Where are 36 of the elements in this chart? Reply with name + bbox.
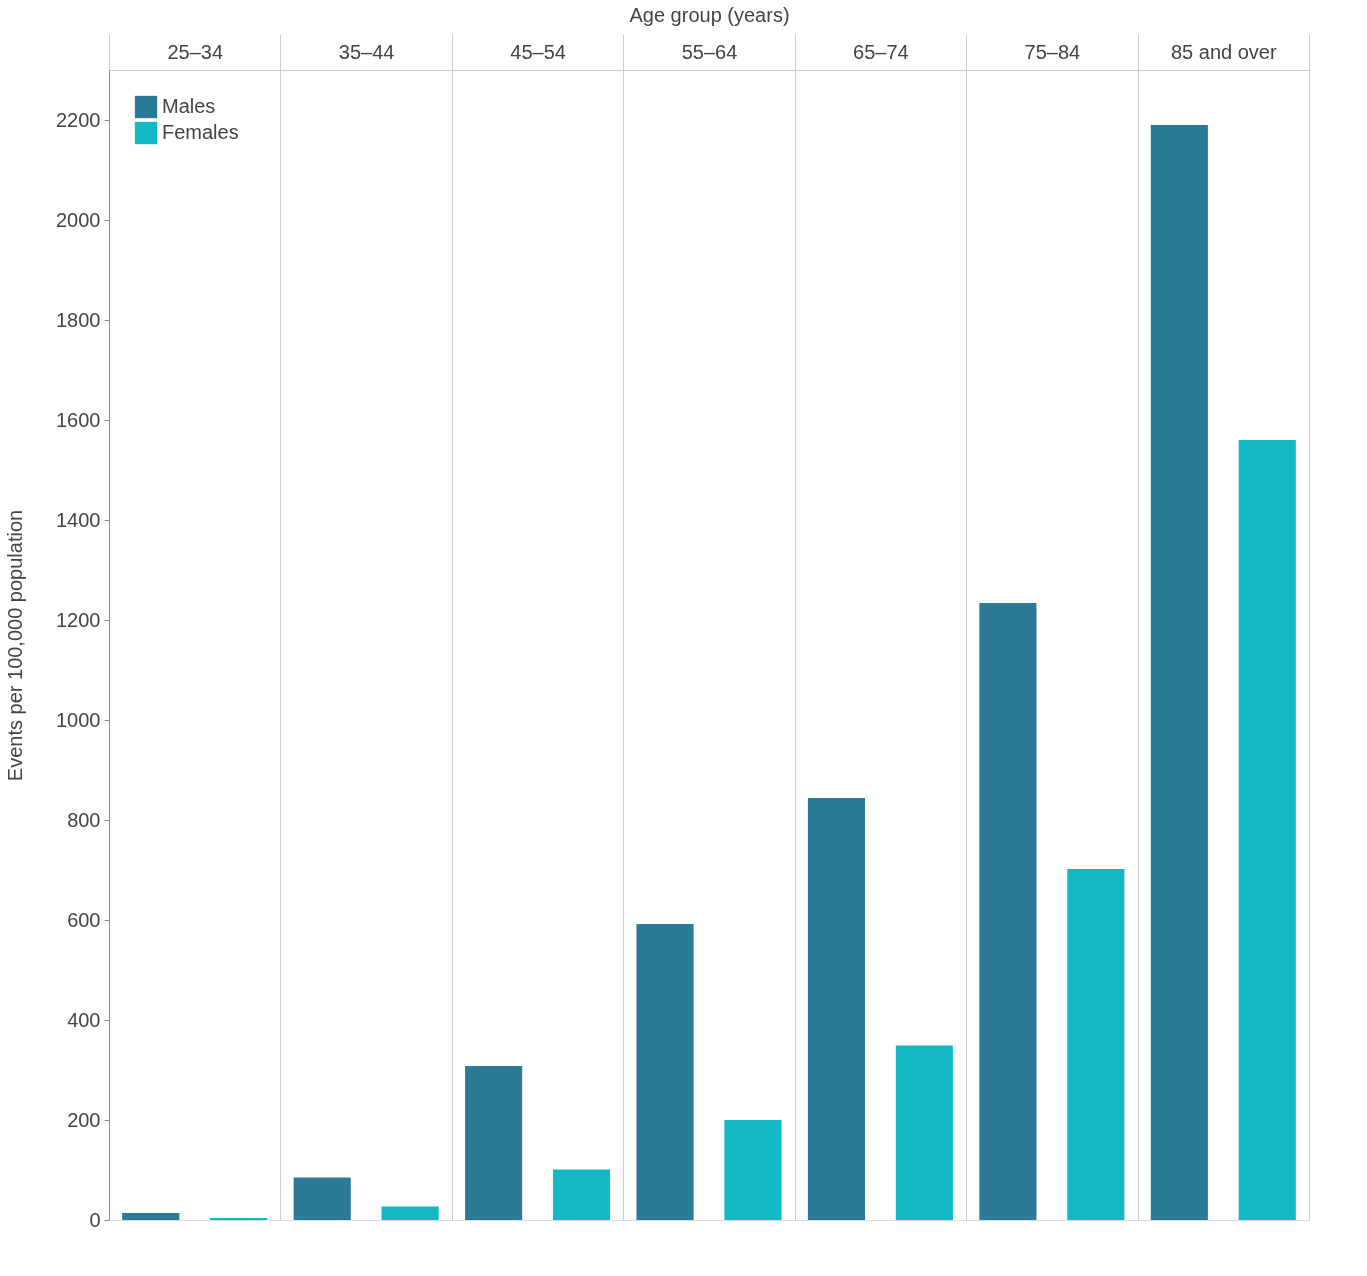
bar (979, 603, 1037, 1220)
x-tick-label: 85 and over (1170, 40, 1277, 63)
x-tick-label: 45–54 (510, 40, 566, 63)
y-tick-label: 800 (67, 808, 101, 831)
bar (1238, 440, 1296, 1220)
bar (724, 1120, 782, 1220)
bar (293, 1177, 351, 1220)
x-tick-label: 35–44 (338, 40, 395, 63)
bar (1150, 125, 1208, 1220)
y-tick-label: 2200 (56, 108, 101, 131)
y-tick-label: 200 (67, 1108, 101, 1131)
bar (122, 1213, 180, 1220)
y-tick-label: 1000 (56, 708, 101, 731)
x-axis-title: Age group (years) (629, 4, 790, 26)
y-tick-label: 600 (67, 908, 101, 931)
bar (895, 1045, 953, 1220)
y-tick-label: 400 (67, 1008, 101, 1031)
x-tick-label: 25–34 (167, 40, 224, 63)
bar (552, 1169, 611, 1220)
y-tick-label: 1600 (56, 408, 101, 431)
bar (381, 1206, 439, 1220)
y-tick-label: 0 (89, 1208, 101, 1231)
bar (636, 924, 694, 1220)
y-tick-label: 1200 (56, 608, 101, 631)
y-tick-label: 1800 (56, 308, 101, 331)
legend-label: Females (162, 121, 239, 143)
x-tick-label: 55–64 (681, 40, 738, 63)
legend-label: Males (162, 95, 216, 117)
y-tick-label: 1400 (56, 508, 101, 531)
bar (465, 1066, 523, 1220)
x-tick-label: 65–74 (853, 40, 909, 63)
x-tick-label: 75–84 (1024, 40, 1081, 63)
bar (807, 798, 866, 1220)
bar (1067, 869, 1125, 1220)
y-tick-label: 2000 (56, 208, 101, 231)
y-axis-title: Events per 100,000 population (4, 509, 27, 782)
